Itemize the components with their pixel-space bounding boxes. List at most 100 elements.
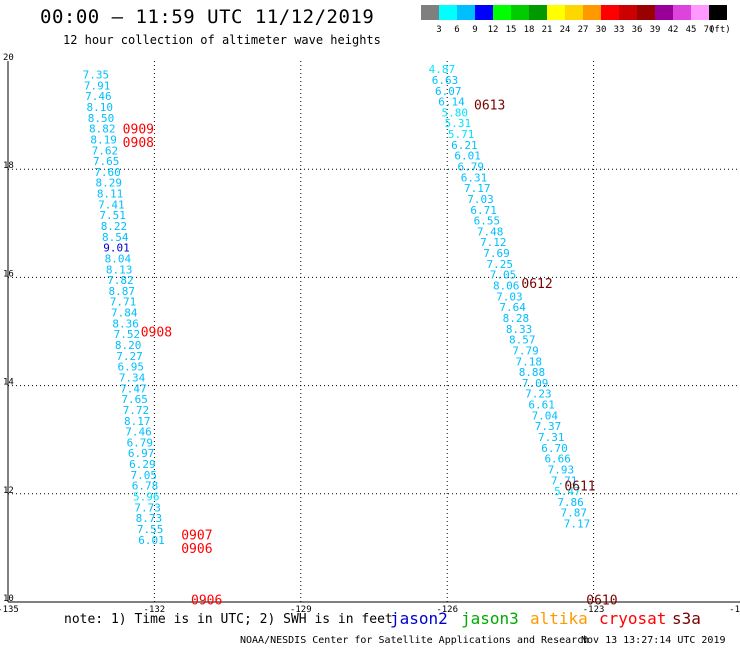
- time-label: 0611: [564, 480, 595, 495]
- wave-height-value: 8.82: [89, 123, 116, 136]
- wave-height-value: 8.88: [519, 366, 546, 379]
- wave-height-value: 7.46: [125, 426, 152, 439]
- wave-height-value: 7.64: [499, 301, 526, 314]
- legend-label: 9: [472, 25, 478, 35]
- footer-note: note: 1) Time is in UTC; 2) SWH is in fe…: [64, 612, 393, 627]
- legend-swatch: [439, 5, 457, 20]
- wave-height-value: 6.55: [474, 215, 501, 228]
- legend-label: 24: [559, 25, 571, 35]
- wave-height-value: 8.13: [106, 263, 133, 276]
- wave-height-value: 4.87: [429, 63, 456, 76]
- time-label: 0909: [123, 123, 154, 138]
- legend-swatch: [673, 5, 691, 20]
- wave-height-value: 8.11: [97, 188, 124, 201]
- wave-height-value: 6.66: [544, 453, 571, 466]
- wave-height-value: 7.05: [130, 469, 157, 482]
- wave-height-value: 6.61: [528, 399, 555, 412]
- wave-height-value: 6.79: [458, 160, 485, 173]
- wave-height-value: 6.71: [470, 204, 497, 217]
- map-frame: [7, 61, 740, 603]
- wave-height-value: 5.80: [441, 106, 468, 119]
- wave-height-value: 8.54: [102, 231, 129, 244]
- wave-height-value: 7.31: [538, 431, 565, 444]
- wave-height-value: 7.03: [496, 290, 523, 303]
- satellite-name: s3a: [672, 609, 701, 628]
- legend-swatch: [583, 5, 601, 20]
- wave-height-value: 7.17: [464, 182, 491, 195]
- map-subtitle: 12 hour collection of altimeter wave hei…: [63, 33, 381, 47]
- x-tick-label: -135: [0, 605, 19, 615]
- satellite-name: altika: [530, 609, 588, 628]
- wave-height-value: 6.63: [432, 74, 459, 87]
- wave-height-value: 7.91: [84, 79, 111, 92]
- legend-swatch: [601, 5, 619, 20]
- wave-height-value: 6.70: [541, 442, 568, 455]
- wave-height-value: 5.96: [133, 491, 160, 504]
- wave-height-value: 8.06: [493, 280, 520, 293]
- legend-swatch: [619, 5, 637, 20]
- wave-height-value: 7.09: [522, 377, 549, 390]
- wave-height-value: 8.33: [506, 323, 533, 336]
- legend-swatch: [709, 5, 727, 20]
- wave-height-value: 7.60: [94, 166, 121, 179]
- legend-swatch: [529, 5, 547, 20]
- wave-height-value: 6.29: [129, 458, 156, 471]
- wave-height-value: 7.87: [561, 507, 588, 520]
- satellite-name: cryosat: [599, 609, 667, 628]
- y-tick-label: 12: [3, 486, 14, 496]
- x-tick-label: -123: [583, 605, 605, 615]
- legend-label: 6: [454, 25, 460, 35]
- wave-height-value: 7.25: [487, 258, 514, 271]
- wave-height-value: 7.34: [119, 371, 146, 384]
- legend-swatch: [493, 5, 511, 20]
- legend-label: 70: [703, 25, 715, 35]
- wave-height-value: 6.01: [454, 150, 481, 163]
- x-tick-label: -120: [729, 605, 740, 615]
- altimeter-track: 7.357.917.468.108.508.828.197.627.657.60…: [83, 69, 165, 547]
- legend-swatch: [637, 5, 655, 20]
- x-tick-label: -126: [436, 605, 458, 615]
- legend-swatch: [655, 5, 673, 20]
- credit-text: NOAA/NESDIS Center for Satellite Applica…: [240, 635, 590, 646]
- legend-swatch: [547, 5, 565, 20]
- wave-height-value: 8.29: [96, 177, 123, 190]
- map-title: 00:00 — 11:59 UTC 11/12/2019: [40, 6, 375, 28]
- legend-unit: (ft): [709, 25, 731, 35]
- legend-swatch: [475, 5, 493, 20]
- wave-height-value: 5.47: [554, 485, 581, 498]
- wave-height-value: 7.41: [98, 198, 125, 211]
- time-label: 0906: [191, 593, 222, 608]
- wave-height-value: 7.79: [512, 344, 539, 357]
- wave-height-value: 7.48: [477, 225, 504, 238]
- wave-height-value: 7.71: [110, 296, 137, 309]
- wave-height-value: 7.17: [564, 518, 591, 531]
- wave-height-value: 5.71: [448, 128, 475, 141]
- wave-height-value: 8.20: [115, 339, 142, 352]
- wave-height-value: 7.46: [85, 90, 112, 103]
- altimeter-track: 4.876.636.076.145.805.315.716.216.016.79…: [429, 63, 591, 530]
- legend-label: 42: [667, 25, 679, 35]
- time-label: 0908: [141, 326, 172, 341]
- axis-tick-labels: -135 -132 -129 -126 -123 -120 10 12 14 16 18 20: [0, 53, 740, 615]
- satellite-name: jason2: [390, 609, 448, 628]
- wave-height-value: 7.86: [557, 496, 584, 509]
- wave-height-value: 7.82: [107, 274, 134, 287]
- y-tick-label: 18: [3, 161, 14, 171]
- x-tick-label: -132: [144, 605, 166, 615]
- wave-height-value: 8.57: [509, 334, 536, 347]
- wave-height-value: 8.50: [88, 112, 115, 125]
- legend-label: 21: [541, 25, 553, 35]
- legend-swatch: [511, 5, 529, 20]
- wave-height-value: 8.36: [112, 317, 139, 330]
- legend-swatch: [691, 5, 709, 20]
- wave-height-value: 8.04: [105, 252, 132, 265]
- altimeter-tracks: 7.357.917.468.108.508.828.197.627.657.60…: [83, 63, 591, 547]
- wave-height-value: 7.23: [525, 388, 552, 401]
- wave-height-value: 7.71: [551, 474, 578, 487]
- wave-height-value: 7.52: [114, 328, 141, 341]
- legend-label: 45: [685, 25, 697, 35]
- wave-height-value: 7.51: [99, 209, 126, 222]
- wave-height-value: 6.14: [438, 96, 465, 109]
- legend-label: 39: [649, 25, 661, 35]
- wave-height-value: 7.27: [116, 350, 143, 363]
